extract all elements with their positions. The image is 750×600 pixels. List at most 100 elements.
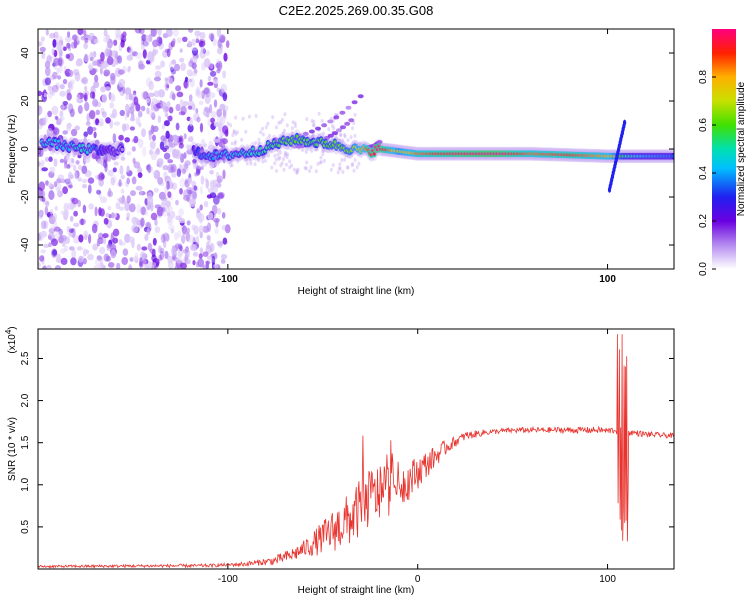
noise-blob bbox=[110, 212, 115, 219]
noise-blob bbox=[202, 251, 209, 257]
noise-blob bbox=[113, 121, 121, 126]
noise-blob bbox=[133, 161, 141, 169]
noise-blob bbox=[164, 250, 169, 260]
noise-blob bbox=[145, 34, 150, 42]
noise-blob bbox=[142, 91, 149, 100]
noise-blob bbox=[102, 233, 109, 239]
noise-blob bbox=[308, 169, 312, 173]
noise-blob bbox=[126, 151, 132, 156]
noise-blob bbox=[44, 60, 51, 69]
noise-blob bbox=[261, 126, 264, 131]
noise-blob bbox=[146, 221, 151, 228]
noise-blob bbox=[94, 175, 100, 180]
noise-blob bbox=[235, 146, 239, 151]
noise-blob bbox=[316, 162, 320, 166]
noise-blob bbox=[136, 243, 141, 251]
noise-blob bbox=[206, 222, 212, 233]
spectrogram-panel: -100 100 -40 -20 0 20 40 Height of straight li… bbox=[7, 28, 747, 297]
noise-blob bbox=[140, 206, 147, 216]
noise-blob bbox=[280, 117, 284, 122]
noise-blob bbox=[320, 118, 324, 123]
noise-blob bbox=[165, 29, 173, 37]
noise-blob bbox=[301, 148, 304, 152]
noise-blob bbox=[128, 236, 135, 244]
noise-blob bbox=[160, 60, 166, 68]
noise-blob bbox=[67, 81, 72, 89]
noise-blob bbox=[115, 29, 121, 38]
noise-blob bbox=[55, 82, 60, 90]
ridge-core bbox=[61, 146, 65, 150]
harmonic-blob bbox=[333, 115, 340, 120]
noise-blob bbox=[52, 38, 57, 48]
noise-blob bbox=[154, 148, 161, 156]
noise-blob bbox=[91, 68, 98, 73]
noise-blob bbox=[312, 132, 315, 137]
noise-blob bbox=[110, 177, 116, 186]
noise-blob bbox=[231, 133, 235, 138]
noise-blob bbox=[191, 180, 197, 187]
noise-blob bbox=[48, 215, 56, 225]
noise-blob bbox=[126, 195, 131, 204]
noise-blob bbox=[186, 220, 191, 226]
spectrogram-xtick-label: 100 bbox=[599, 274, 616, 285]
noise-blob bbox=[205, 179, 209, 189]
noise-blob bbox=[69, 231, 73, 238]
noise-blob bbox=[198, 253, 203, 259]
noise-blob bbox=[317, 111, 321, 116]
noise-blob bbox=[108, 91, 112, 101]
noise-blob bbox=[215, 160, 220, 167]
noise-blob bbox=[214, 227, 219, 235]
snr-ytick-label: 2.5 bbox=[20, 351, 31, 365]
noise-blob bbox=[167, 215, 172, 223]
noise-blob bbox=[135, 104, 141, 112]
noise-blob bbox=[353, 112, 357, 117]
noise-blob bbox=[295, 170, 299, 175]
noise-blob bbox=[94, 258, 101, 266]
noise-blob bbox=[232, 130, 236, 134]
noise-blob bbox=[311, 123, 315, 128]
noise-blob bbox=[160, 101, 167, 110]
noise-blob bbox=[72, 68, 80, 76]
noise-blob bbox=[222, 70, 227, 79]
noise-blob bbox=[109, 92, 116, 103]
noise-blob bbox=[164, 77, 169, 82]
noise-blob bbox=[201, 90, 205, 100]
noise-blob bbox=[137, 172, 143, 179]
noise-blob bbox=[38, 211, 42, 218]
noise-blob bbox=[261, 132, 265, 137]
noise-blob bbox=[208, 32, 215, 41]
noise-blob bbox=[119, 199, 127, 205]
noise-blob bbox=[322, 158, 326, 163]
noise-blob bbox=[188, 135, 194, 143]
noise-blob bbox=[106, 56, 114, 65]
noise-blob bbox=[126, 212, 131, 219]
ridge-core bbox=[53, 138, 58, 143]
noise-blob bbox=[128, 48, 134, 56]
noise-blob bbox=[182, 36, 188, 42]
noise-blob bbox=[154, 76, 161, 82]
noise-blob bbox=[53, 181, 58, 188]
noise-blob bbox=[82, 258, 87, 265]
harmonic-blob bbox=[344, 121, 351, 126]
noise-blob bbox=[112, 133, 117, 143]
noise-blob bbox=[303, 165, 307, 170]
noise-blob bbox=[197, 258, 205, 268]
noise-blob bbox=[193, 185, 198, 191]
noise-blob bbox=[126, 165, 130, 173]
noise-blob bbox=[146, 52, 153, 62]
noise-blob bbox=[144, 264, 150, 269]
noise-blob bbox=[271, 115, 275, 120]
noise-blob bbox=[245, 161, 249, 166]
noise-blob bbox=[305, 117, 309, 122]
noise-blob bbox=[199, 122, 204, 133]
noise-blob bbox=[82, 204, 87, 214]
noise-blob bbox=[195, 168, 201, 176]
noise-blob bbox=[216, 240, 224, 247]
noise-blob bbox=[274, 157, 278, 162]
noise-blob bbox=[292, 167, 296, 172]
noise-blob bbox=[56, 35, 64, 44]
noise-blob bbox=[135, 52, 143, 60]
noise-blob bbox=[346, 138, 350, 143]
noise-blob bbox=[145, 97, 150, 104]
noise-blob bbox=[220, 83, 228, 93]
